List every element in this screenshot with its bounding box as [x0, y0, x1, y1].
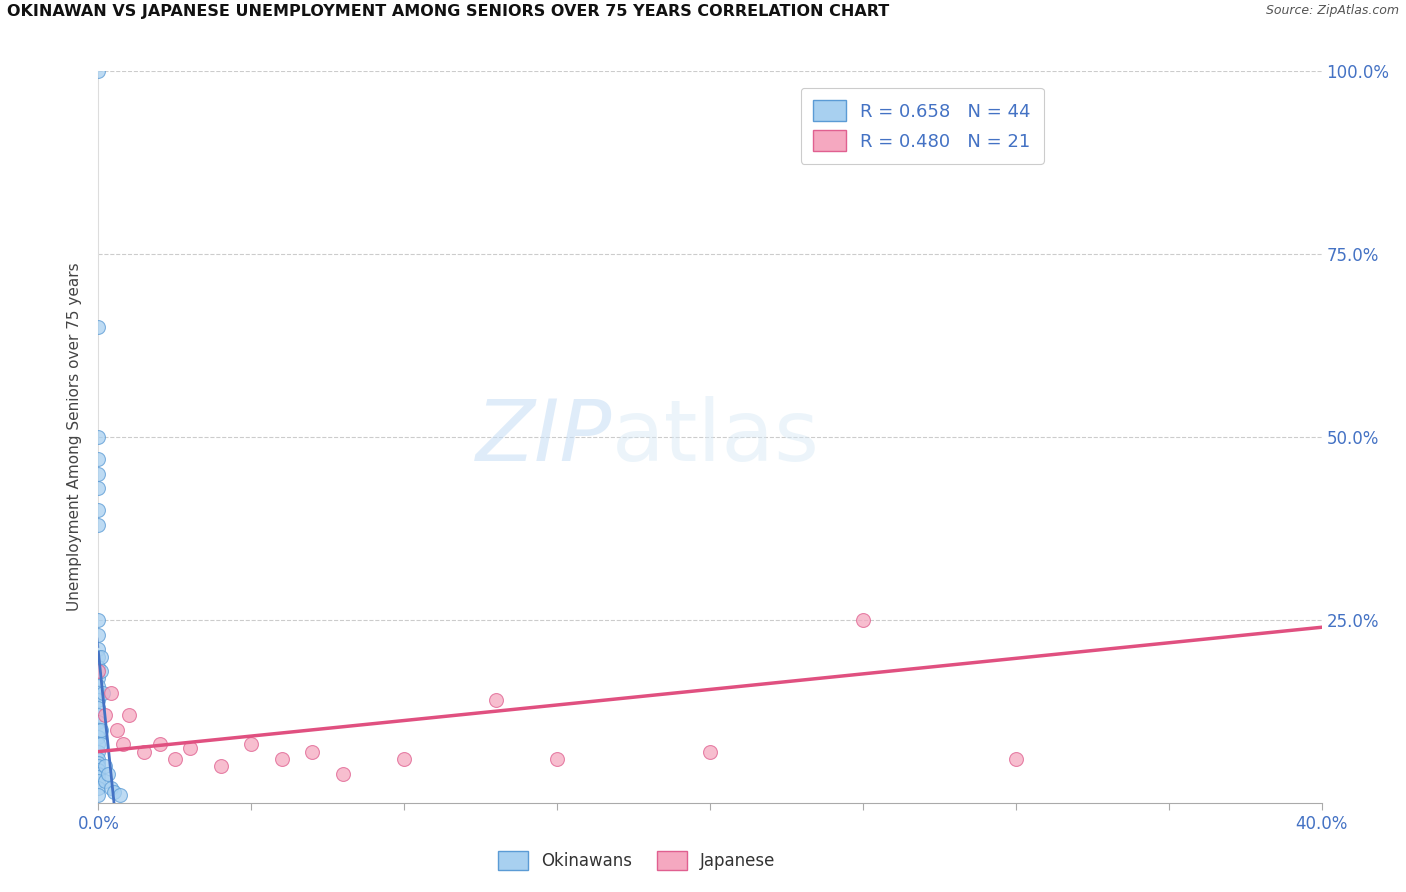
Text: atlas: atlas [612, 395, 820, 479]
Point [87, 642, 110, 657]
Point [87, 737, 110, 751]
Point [87, 730, 110, 744]
Text: Source: ZipAtlas.com: Source: ZipAtlas.com [1265, 4, 1399, 18]
Point [87, 763, 110, 777]
Point [699, 745, 721, 759]
Point [87, 766, 110, 780]
Point [90, 649, 112, 664]
Point [108, 789, 131, 803]
Point [93, 773, 115, 788]
Point [240, 737, 263, 751]
Point [485, 693, 508, 707]
Point [179, 740, 201, 755]
Point [100, 781, 122, 796]
Point [301, 745, 323, 759]
Point [87, 64, 110, 78]
Point [149, 737, 172, 751]
Point [546, 752, 568, 766]
Point [87, 517, 110, 532]
Point [87, 756, 110, 770]
Point [209, 759, 232, 773]
Point [87, 672, 110, 686]
Point [105, 723, 128, 737]
Point [87, 467, 110, 481]
Point [87, 745, 110, 759]
Point [87, 781, 110, 796]
Point [87, 430, 110, 444]
Point [87, 649, 110, 664]
Point [93, 708, 115, 723]
Point [90, 664, 112, 678]
Point [87, 723, 110, 737]
Point [87, 773, 110, 788]
Point [87, 452, 110, 467]
Point [87, 627, 110, 641]
Point [87, 503, 110, 517]
Text: OKINAWAN VS JAPANESE UNEMPLOYMENT AMONG SENIORS OVER 75 YEARS CORRELATION CHART: OKINAWAN VS JAPANESE UNEMPLOYMENT AMONG … [7, 4, 889, 20]
Y-axis label: Unemployment Among Seniors over 75 years: Unemployment Among Seniors over 75 years [67, 263, 83, 611]
Point [87, 789, 110, 803]
Point [87, 759, 110, 773]
Point [87, 320, 110, 334]
Point [134, 745, 156, 759]
Point [1004, 752, 1026, 766]
Point [87, 700, 110, 714]
Text: ZIP: ZIP [475, 395, 612, 479]
Point [97, 766, 120, 780]
Point [270, 752, 294, 766]
Point [87, 715, 110, 730]
Point [87, 708, 110, 723]
Point [87, 752, 110, 766]
Point [87, 481, 110, 495]
Point [87, 664, 110, 678]
Point [90, 723, 112, 737]
Point [111, 737, 134, 751]
Point [87, 770, 110, 784]
Point [332, 766, 354, 780]
Point [93, 759, 115, 773]
Point [852, 613, 875, 627]
Point [118, 708, 141, 723]
Point [87, 679, 110, 693]
Point [163, 752, 186, 766]
Point [87, 686, 110, 700]
Point [91, 686, 114, 700]
Point [90, 737, 112, 751]
Point [87, 613, 110, 627]
Point [103, 785, 125, 799]
Point [100, 686, 122, 700]
Legend: Okinawans, Japanese: Okinawans, Japanese [489, 843, 785, 879]
Point [392, 752, 416, 766]
Point [87, 660, 110, 674]
Point [87, 693, 110, 707]
